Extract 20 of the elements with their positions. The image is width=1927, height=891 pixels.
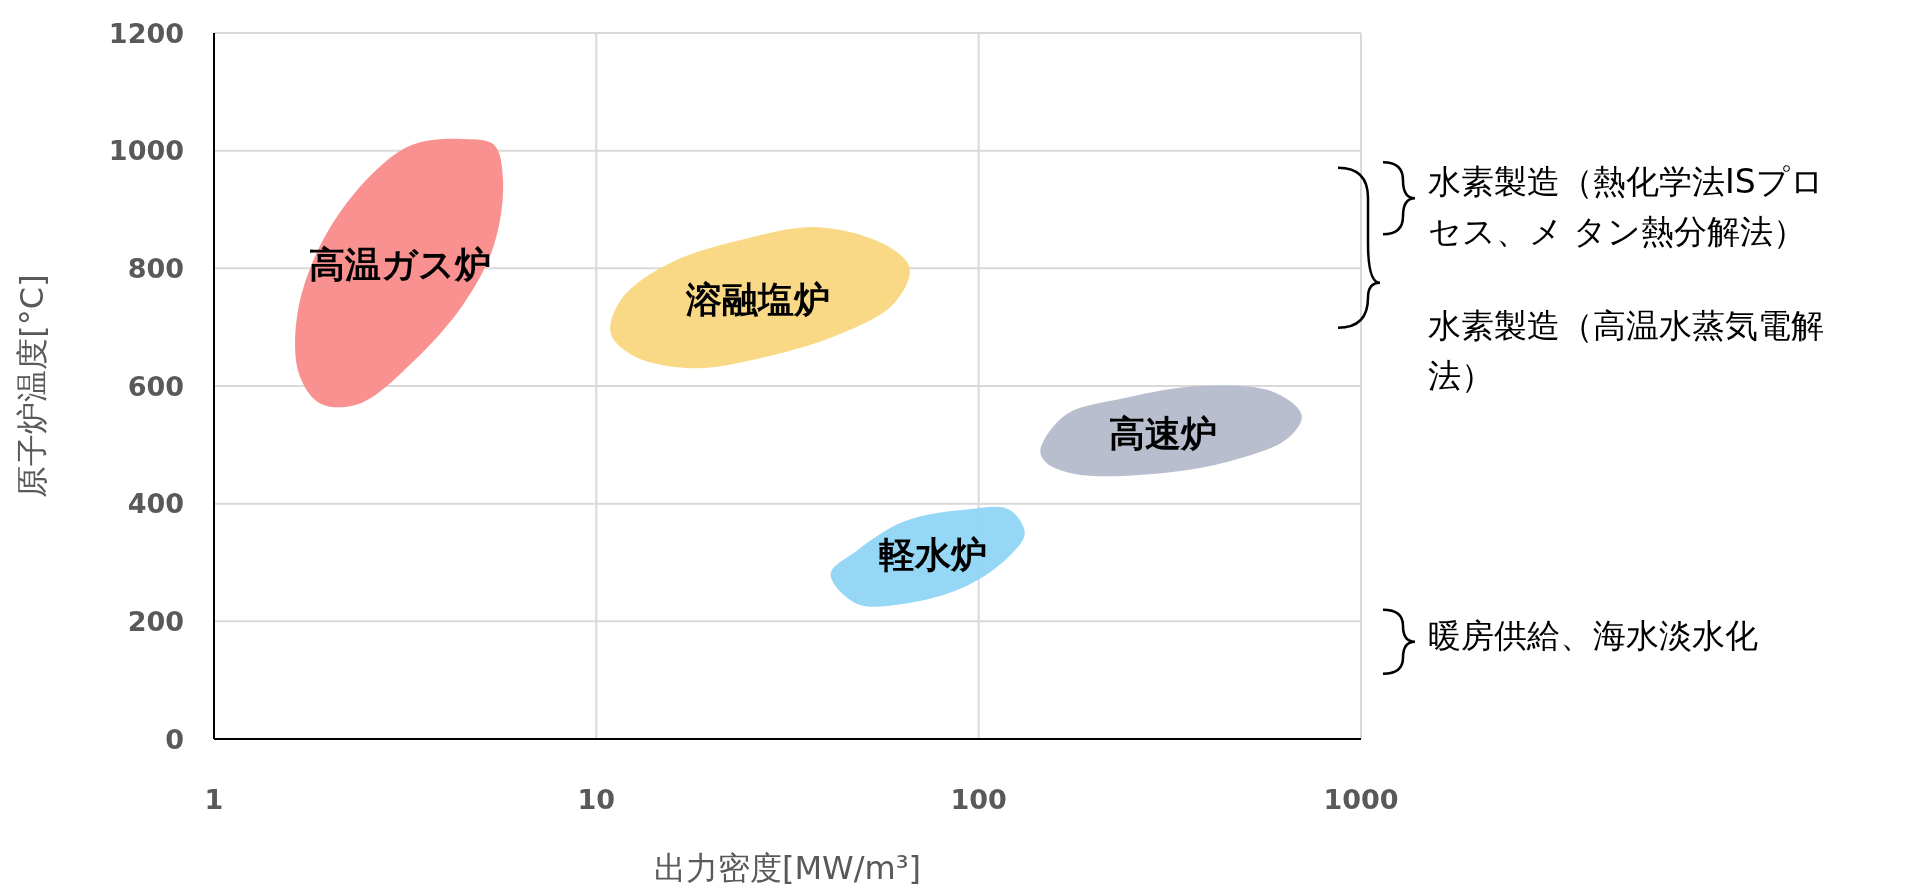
series-label: 高温ガス炉	[309, 244, 492, 286]
series-label: 溶融塩炉	[684, 278, 830, 320]
y-tick-label: 600	[127, 370, 184, 402]
series-label: 高速炉	[1108, 413, 1217, 455]
text: 水素製造（高温水蒸気電解法）	[1428, 305, 1824, 395]
x-tick-label: 1	[204, 784, 224, 815]
y-tick-label: 0	[165, 723, 184, 755]
y-tick-label: 1000	[108, 135, 184, 167]
y-tick-label: 400	[127, 488, 184, 520]
x-tick-label: 1000	[1323, 784, 1399, 815]
y-axis-title: 原子炉温度[°C]	[13, 274, 51, 498]
y-tick-label: 800	[127, 252, 184, 284]
text: 水素製造（熱化学法ISプロセス、メ タン熱分解法）	[1428, 161, 1824, 251]
x-axis-title: 出力密度[MW/m³]	[654, 849, 921, 887]
series-label: 軽水炉	[878, 534, 987, 576]
text: 暖房供給、海水淡水化	[1428, 615, 1758, 655]
y-tick-label: 1200	[108, 17, 184, 49]
y-tick-label: 200	[127, 605, 184, 637]
x-tick-label: 100	[950, 784, 1007, 815]
x-tick-label: 10	[577, 784, 616, 815]
